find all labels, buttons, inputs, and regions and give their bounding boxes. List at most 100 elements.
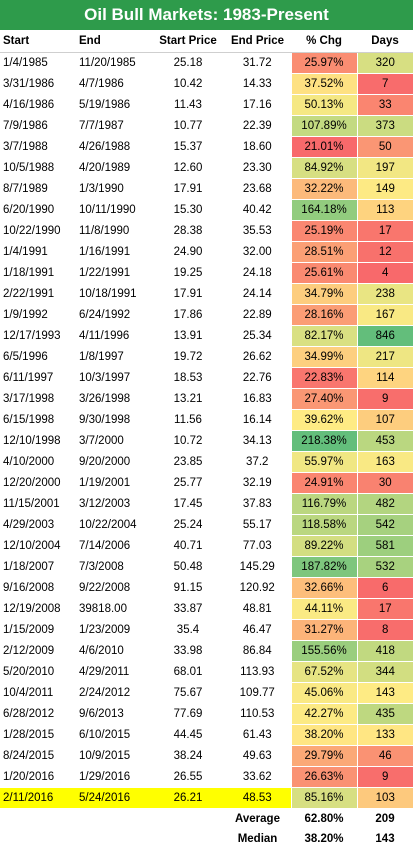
cell-end-price: 46.47 [224, 620, 291, 641]
cell-start-price: 13.91 [152, 326, 224, 347]
cell-days: 7 [357, 74, 413, 95]
cell-pct-chg: 45.06% [291, 683, 357, 704]
cell-start: 11/15/2001 [0, 494, 76, 515]
cell-days: 143 [357, 683, 413, 704]
cell-end: 4/11/1996 [76, 326, 152, 347]
cell-pct-chg: 29.79% [291, 746, 357, 767]
cell-end: 9/6/2013 [76, 704, 152, 725]
cell-start-price: 26.55 [152, 767, 224, 788]
cell-end: 11/20/1985 [76, 53, 152, 74]
cell-end: 4/29/2011 [76, 662, 152, 683]
cell-start: 1/20/2016 [0, 767, 76, 788]
cell-start: 6/15/1998 [0, 410, 76, 431]
cell-days: 197 [357, 158, 413, 179]
cell-start-price: 25.24 [152, 515, 224, 536]
cell-start: 3/7/1988 [0, 137, 76, 158]
cell-start-price: 17.86 [152, 305, 224, 326]
summary-days: 143 [357, 829, 413, 849]
cell-start: 1/15/2009 [0, 620, 76, 641]
cell-days: 4 [357, 263, 413, 284]
cell-start-price: 17.45 [152, 494, 224, 515]
cell-pct-chg: 21.01% [291, 137, 357, 158]
cell-start: 2/11/2016 [0, 788, 76, 809]
cell-days: 453 [357, 431, 413, 452]
cell-start-price: 40.71 [152, 536, 224, 557]
cell-end-price: 31.72 [224, 53, 291, 74]
cell-days: 163 [357, 452, 413, 473]
summary-pct: 38.20% [291, 829, 357, 849]
cell-start-price: 17.91 [152, 284, 224, 305]
cell-start-price: 25.18 [152, 53, 224, 74]
cell-start: 12/20/2000 [0, 473, 76, 494]
cell-start-price: 33.87 [152, 599, 224, 620]
cell-end: 3/7/2000 [76, 431, 152, 452]
header-end-price: End Price [224, 30, 291, 53]
cell-days: 113 [357, 200, 413, 221]
cell-pct-chg: 37.52% [291, 74, 357, 95]
cell-start: 2/22/1991 [0, 284, 76, 305]
cell-days: 8 [357, 620, 413, 641]
cell-start-price: 33.98 [152, 641, 224, 662]
cell-pct-chg: 32.66% [291, 578, 357, 599]
cell-days: 33 [357, 95, 413, 116]
cell-start-price: 15.37 [152, 137, 224, 158]
cell-pct-chg: 187.82% [291, 557, 357, 578]
cell-end: 1/8/1997 [76, 347, 152, 368]
cell-end-price: 14.33 [224, 74, 291, 95]
cell-days: 373 [357, 116, 413, 137]
cell-start-price: 44.45 [152, 725, 224, 746]
cell-start-price: 19.72 [152, 347, 224, 368]
cell-start: 5/20/2010 [0, 662, 76, 683]
cell-pct-chg: 218.38% [291, 431, 357, 452]
cell-start-price: 11.43 [152, 95, 224, 116]
cell-start-price: 19.25 [152, 263, 224, 284]
cell-end-price: 24.18 [224, 263, 291, 284]
cell-start: 10/4/2011 [0, 683, 76, 704]
cell-start: 2/12/2009 [0, 641, 76, 662]
cell-end: 5/24/2016 [76, 788, 152, 809]
cell-start: 4/10/2000 [0, 452, 76, 473]
cell-pct-chg: 31.27% [291, 620, 357, 641]
cell-pct-chg: 32.22% [291, 179, 357, 200]
cell-end-price: 48.81 [224, 599, 291, 620]
header-start-price: Start Price [152, 30, 224, 53]
cell-days: 149 [357, 179, 413, 200]
cell-end-price: 49.63 [224, 746, 291, 767]
cell-end: 3/12/2003 [76, 494, 152, 515]
cell-days: 6 [357, 578, 413, 599]
cell-end: 10/3/1997 [76, 368, 152, 389]
cell-end-price: 32.19 [224, 473, 291, 494]
header-row: Start End Start Price End Price % Chg Da… [0, 30, 413, 53]
cell-end-price: 110.53 [224, 704, 291, 725]
cell-end-price: 40.42 [224, 200, 291, 221]
cell-pct-chg: 24.91% [291, 473, 357, 494]
cell-end: 6/10/2015 [76, 725, 152, 746]
cell-end: 5/19/1986 [76, 95, 152, 116]
cell-end-price: 25.34 [224, 326, 291, 347]
cell-start-price: 38.24 [152, 746, 224, 767]
cell-start: 12/17/1993 [0, 326, 76, 347]
header-days: Days [357, 30, 413, 53]
cell-end: 10/11/1990 [76, 200, 152, 221]
cell-start: 1/18/1991 [0, 263, 76, 284]
cell-pct-chg: 67.52% [291, 662, 357, 683]
cell-start: 1/18/2007 [0, 557, 76, 578]
cell-days: 238 [357, 284, 413, 305]
cell-days: 103 [357, 788, 413, 809]
cell-start-price: 17.91 [152, 179, 224, 200]
cell-end: 11/8/1990 [76, 221, 152, 242]
cell-days: 17 [357, 599, 413, 620]
cell-start: 3/17/1998 [0, 389, 76, 410]
cell-start-price: 13.21 [152, 389, 224, 410]
cell-end: 9/22/2008 [76, 578, 152, 599]
cell-pct-chg: 34.79% [291, 284, 357, 305]
cell-start: 12/10/1998 [0, 431, 76, 452]
cell-end-price: 55.17 [224, 515, 291, 536]
